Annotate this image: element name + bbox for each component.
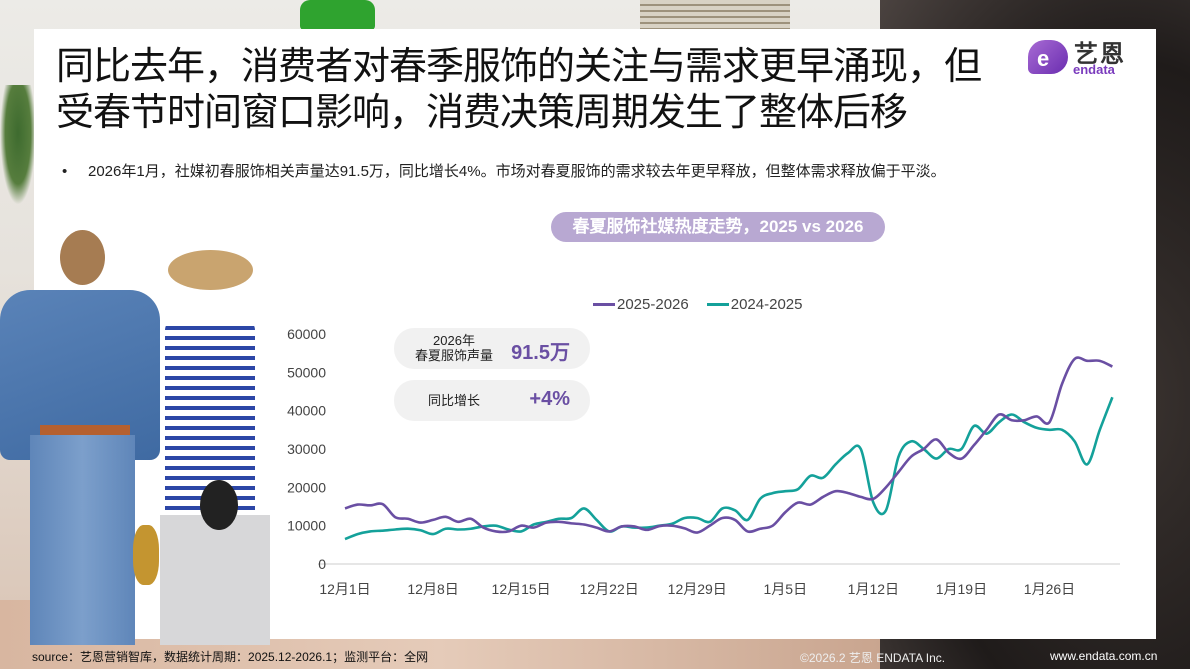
- model-1-belt: [40, 425, 130, 435]
- model-2-skirt: [160, 515, 270, 645]
- title-line-1: 同比去年，消费者对春季服饰的关注与需求更早涌现，但: [56, 46, 982, 88]
- bullet-marker: •: [62, 163, 68, 180]
- y-tick-label: 20000: [287, 479, 326, 495]
- y-tick-label: 0: [318, 556, 326, 572]
- series-2024-2025-line: [344, 396, 1114, 541]
- footer-source: source：艺恩营销智库，数据统计周期：2025.12-2026.1；监测平台…: [32, 650, 429, 664]
- logo-chinese: 艺恩: [1074, 41, 1126, 68]
- stat-volume-value: 91.5万: [511, 342, 570, 364]
- endata-logo: e 艺恩 endata: [1028, 38, 1140, 78]
- model-1-bag: [133, 525, 159, 585]
- model-1-head: [60, 230, 105, 285]
- legend-item-2024-2025: 2024-2025: [706, 296, 802, 313]
- x-tick-label: 12月15日: [492, 581, 551, 597]
- model-2-bag: [200, 480, 238, 530]
- background-blinds: [640, 0, 790, 30]
- stat-volume-label: 2026年 春夏服饰声量: [414, 333, 493, 363]
- x-tick-label: 1月26日: [1024, 581, 1075, 597]
- model-2-straw-hat: [168, 250, 253, 290]
- chart-title: 春夏服饰社媒热度走势，2025 vs 2026: [551, 212, 885, 242]
- background-lamp: [300, 0, 375, 30]
- logo-mark-icon: e: [1028, 40, 1068, 74]
- chart-legend: 2025-2026 2024-2025: [593, 296, 802, 313]
- model-1-denim-pants: [30, 435, 135, 645]
- x-tick-label: 1月5日: [764, 581, 808, 597]
- y-tick-label: 60000: [287, 326, 326, 342]
- x-tick-label: 12月8日: [407, 581, 458, 597]
- x-tick-label: 1月12日: [848, 581, 899, 597]
- y-tick-label: 30000: [287, 441, 326, 457]
- summary-bullet: • 2026年1月，社媒初春服饰相关声量达91.5万，同比增长4%。市场对春夏服饰…: [62, 160, 946, 181]
- fashion-photo: [0, 225, 275, 645]
- x-tick-label: 12月22日: [580, 581, 639, 597]
- legend-item-2025-2026: 2025-2026: [593, 296, 689, 313]
- x-tick-label: 12月29日: [668, 581, 727, 597]
- y-tick-label: 50000: [287, 364, 326, 380]
- stat-growth: 同比增长 +4%: [394, 380, 590, 421]
- bullet-text: 2026年1月，社媒初春服饰相关声量达91.5万，同比增长4%。市场对春夏服饰的…: [88, 163, 946, 180]
- stat-volume: 2026年 春夏服饰声量 91.5万: [394, 328, 590, 369]
- series-2025-2026-line: [344, 356, 1113, 534]
- logo-english: endata: [1073, 62, 1115, 77]
- y-tick-label: 40000: [287, 403, 326, 419]
- x-tick-label: 1月19日: [936, 581, 987, 597]
- y-tick-label: 10000: [287, 518, 326, 534]
- footer-copyright: ©2026.2 艺恩 ENDATA Inc.: [800, 651, 946, 665]
- title-line-2: 受春节时间窗口影响，消费决策周期发生了整体后移: [56, 92, 908, 134]
- legend-swatch-teal: [706, 303, 729, 306]
- background-plant: [0, 85, 36, 205]
- stat-growth-value: +4%: [529, 388, 570, 410]
- stat-growth-label: 同比增长: [427, 393, 480, 408]
- legend-swatch-purple: [593, 303, 615, 306]
- x-tick-label: 12月1日: [319, 581, 370, 597]
- footer-url[interactable]: www.endata.com.cn: [1050, 649, 1158, 663]
- page-title: 同比去年，消费者对春季服饰的关注与需求更早涌现，但 受春节时间窗口影响，消费决策…: [56, 44, 982, 136]
